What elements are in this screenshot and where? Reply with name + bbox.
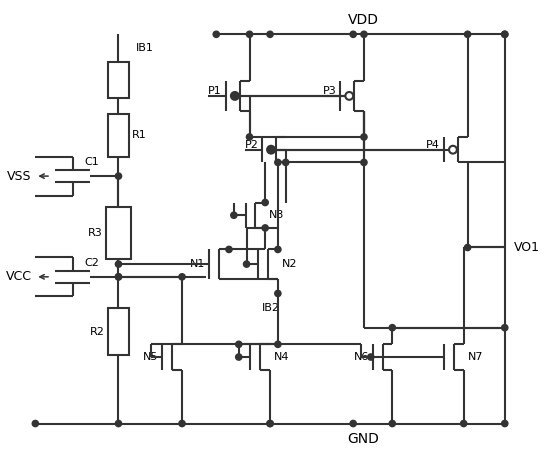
Circle shape: [501, 31, 508, 38]
Circle shape: [350, 420, 356, 427]
Circle shape: [116, 274, 122, 280]
Circle shape: [449, 146, 457, 154]
Circle shape: [501, 420, 508, 427]
Circle shape: [275, 159, 281, 165]
Text: P1: P1: [208, 86, 221, 96]
Circle shape: [267, 420, 273, 427]
Circle shape: [346, 92, 353, 100]
Circle shape: [116, 173, 122, 179]
Text: N5: N5: [143, 352, 159, 362]
Text: N1: N1: [190, 259, 205, 269]
Circle shape: [361, 31, 367, 38]
Circle shape: [179, 420, 185, 427]
Circle shape: [461, 420, 467, 427]
Circle shape: [282, 159, 289, 165]
Text: IB1: IB1: [136, 43, 154, 53]
Circle shape: [389, 324, 396, 331]
Bar: [108, 115, 129, 157]
Text: GND: GND: [347, 432, 379, 446]
Circle shape: [267, 146, 275, 154]
Text: C1: C1: [84, 157, 99, 168]
Circle shape: [464, 31, 471, 38]
Text: R2: R2: [90, 327, 105, 337]
Text: P3: P3: [323, 86, 337, 96]
Text: VO1: VO1: [513, 241, 540, 254]
Circle shape: [275, 341, 281, 347]
Circle shape: [235, 354, 242, 360]
Circle shape: [268, 147, 274, 153]
Text: VCC: VCC: [5, 270, 32, 283]
Text: VDD: VDD: [348, 13, 378, 27]
Text: N2: N2: [282, 259, 297, 269]
Circle shape: [501, 324, 508, 331]
Text: IB2: IB2: [262, 303, 280, 313]
Text: N6: N6: [354, 352, 369, 362]
Circle shape: [231, 92, 239, 100]
Circle shape: [361, 134, 367, 140]
Bar: [108, 62, 129, 98]
Circle shape: [179, 274, 185, 280]
Bar: [106, 207, 131, 259]
Circle shape: [267, 420, 273, 427]
Circle shape: [267, 31, 273, 38]
Circle shape: [368, 354, 374, 360]
Text: N3: N3: [269, 210, 284, 220]
Circle shape: [389, 420, 396, 427]
Circle shape: [116, 420, 122, 427]
Circle shape: [262, 225, 268, 231]
Text: C2: C2: [84, 258, 99, 268]
Text: P4: P4: [426, 140, 440, 150]
Circle shape: [275, 290, 281, 297]
Circle shape: [116, 261, 122, 267]
Circle shape: [275, 246, 281, 253]
Text: R3: R3: [88, 228, 103, 238]
Circle shape: [232, 93, 238, 99]
Text: R1: R1: [132, 130, 147, 140]
Circle shape: [501, 31, 508, 38]
Circle shape: [350, 31, 356, 38]
Circle shape: [244, 261, 250, 267]
Text: N4: N4: [274, 352, 289, 362]
Circle shape: [246, 134, 253, 140]
Circle shape: [231, 212, 237, 218]
Circle shape: [213, 31, 220, 38]
Circle shape: [32, 420, 39, 427]
Circle shape: [235, 341, 242, 347]
Circle shape: [116, 274, 122, 280]
Circle shape: [262, 199, 268, 206]
Text: VSS: VSS: [7, 169, 32, 183]
Circle shape: [246, 31, 253, 38]
Text: P2: P2: [245, 140, 258, 150]
Circle shape: [361, 159, 367, 165]
Circle shape: [226, 246, 232, 253]
Text: N7: N7: [468, 352, 483, 362]
Circle shape: [464, 244, 471, 251]
Bar: [108, 308, 129, 355]
